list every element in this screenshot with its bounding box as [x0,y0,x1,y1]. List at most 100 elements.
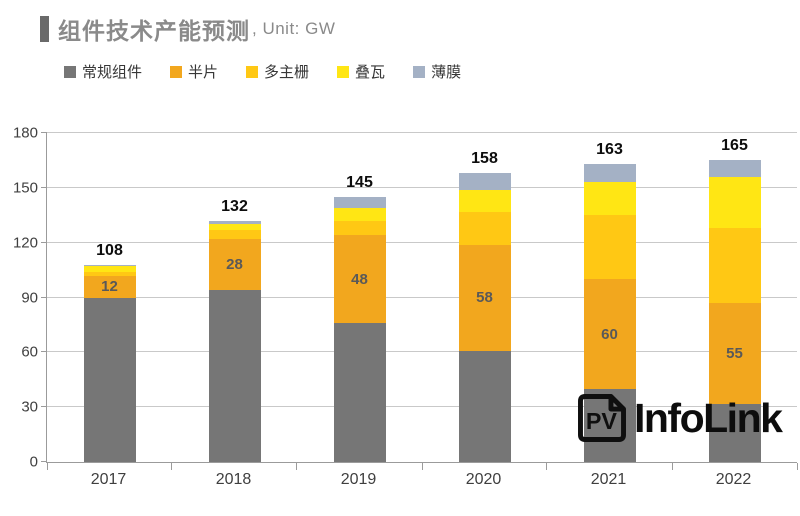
bar-2022: 55 [708,160,761,462]
bar-2019-seg-3 [333,207,386,221]
legend-label: 叠瓦 [355,64,386,81]
gridline-90 [47,296,797,298]
y-axis-label-0: 0 [29,453,38,471]
legend-item-4: 薄膜 [413,61,461,82]
x-tick-2 [296,463,298,470]
gridline-120 [47,241,797,243]
legend-swatch [337,65,350,78]
x-axis-label-2021: 2021 [590,471,627,488]
legend-item-2: 多主栅 [246,61,309,82]
bar-2017-seg-1: 12 [83,275,136,298]
legend-swatch [413,65,426,78]
x-tick-3 [421,463,423,470]
bar-total-label-2018: 132 [221,197,248,215]
bar-2017-seg-0 [83,297,136,462]
bar-2019-seg-2 [333,220,386,236]
x-tick-1 [171,463,173,470]
bar-2017-seg-2 [83,271,136,276]
legend-swatch [64,65,76,78]
x-tick-5 [671,463,673,470]
y-axis-label-120: 120 [12,234,38,252]
x-axis-label-2018: 2018 [215,471,252,488]
y-axis-label-150: 150 [12,179,38,197]
y-tick-120 [41,241,47,243]
legend-swatch [170,65,183,78]
bar-2020-seg-0 [458,350,511,462]
bar-total-label-2019: 145 [346,173,373,191]
gridline-180 [47,132,797,133]
bar-2021-seg-1: 60 [583,279,636,389]
pv-icon-text: PV [586,408,618,434]
x-axis-label-2019: 2019 [340,471,377,488]
y-tick-90 [41,296,47,298]
bar-2018-seg-0 [208,290,261,462]
bar-2018-seg-2 [208,229,261,240]
category-slot-2022: 55 165 [672,133,797,462]
bar-2017-seg-3 [83,266,136,272]
segment-value-label: 58 [476,289,493,307]
bar-2021-seg-2 [583,215,636,280]
legend-item-3: 叠瓦 [337,61,385,82]
x-tick-6 [796,463,798,470]
legend-label: 半片 [188,64,219,81]
gridline-150 [47,186,797,188]
category-slot-2017: 12 108 [47,133,172,462]
legend-item-0: 常规组件 [64,61,142,82]
bar-2022-seg-1: 55 [708,303,761,404]
segment-value-label: 28 [226,256,243,274]
bar-2018: 28 [208,220,261,462]
bar-2018-seg-3 [208,224,261,230]
bar-2021: 60 [583,164,636,462]
y-tick-0 [41,461,47,462]
y-axis-label-90: 90 [21,289,38,306]
legend-swatch [246,65,259,78]
y-axis-label-30: 30 [21,398,38,416]
bar-2018-seg-4 [208,220,261,225]
category-slot-2018: 28 132 [172,133,297,462]
title-marker [40,16,49,42]
bar-2020: 58 [458,173,511,462]
bar-2020-seg-4 [458,173,511,190]
bar-2017-seg-4 [83,264,136,267]
bar-2018-seg-1: 28 [208,239,261,291]
x-axis-label-2022: 2022 [715,471,752,488]
legend: 常规组件 半片 多主栅 叠瓦 薄膜 [64,61,461,82]
bar-2019: 48 [333,197,386,462]
legend-item-1: 半片 [170,61,218,82]
infolink-logo: PV InfoLink [575,392,783,444]
x-tick-4 [546,463,548,470]
bar-2021-seg-4 [583,164,636,183]
gridline-60 [47,351,797,353]
bar-2021-seg-3 [583,182,636,216]
segment-value-label: 60 [601,325,618,343]
bar-2020-seg-1: 58 [458,244,511,351]
bar-2022-seg-3 [708,176,761,229]
bar-2022-seg-2 [708,228,761,303]
legend-label: 薄膜 [431,64,462,81]
segment-value-label: 12 [101,278,118,296]
bar-2019-seg-4 [333,197,386,208]
category-slot-2021: 60 163 [547,133,672,462]
bar-2020-seg-2 [458,211,511,245]
segment-value-label: 55 [726,344,743,362]
y-tick-150 [41,186,47,188]
y-axis-label-60: 60 [21,343,38,361]
bar-total-label-2020: 158 [471,150,498,168]
bar-2017: 12 [83,264,136,462]
pv-document-icon: PV [578,394,626,442]
segment-value-label: 48 [351,270,368,288]
x-axis-label-2017: 2017 [90,471,127,488]
x-axis-labels: 2017 2018 2019 2020 2021 2022 [46,471,796,489]
logo-text: InfoLink [634,394,783,441]
bar-2022-seg-4 [708,160,761,177]
chart-unit-label: , Unit: GW [252,19,336,38]
x-axis-label-2020: 2020 [465,471,502,488]
chart-header: 组件技术产能预测 , Unit: GW [40,12,335,46]
x-tick-0 [46,463,48,470]
y-axis-labels: 0 30 60 90 120 150 180 [0,125,38,471]
bars-container: 12 108 28 132 48 145 58 158 60 163 55 165 [47,133,797,462]
bar-2022-seg-0 [708,403,761,462]
legend-label: 常规组件 [82,64,143,81]
bar-2019-seg-1: 48 [333,235,386,324]
